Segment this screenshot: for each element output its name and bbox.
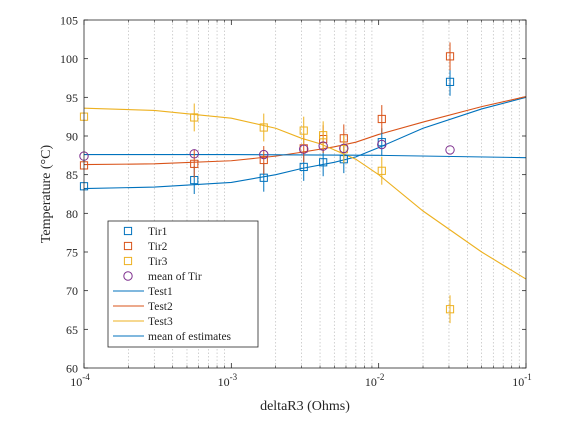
- x-axis-label: deltaR3 (Ohms): [260, 399, 350, 414]
- legend-swatch-tir2: [123, 241, 133, 251]
- series-line-test2: [83, 96, 527, 166]
- point-mean-of-tir: [259, 149, 269, 160]
- legend-label-test2: Test2: [148, 301, 173, 313]
- point-tir3: [319, 131, 328, 140]
- point-tir3: [377, 166, 386, 175]
- y-tick-label: 60: [66, 362, 78, 376]
- point-mean-of-tir: [299, 144, 309, 154]
- y-tick-label: 100: [60, 52, 78, 66]
- point-tir3: [445, 305, 455, 314]
- point-tir3: [259, 123, 268, 132]
- x-tick-label: 10-4: [70, 372, 90, 389]
- point-mean-of-tir: [445, 145, 455, 155]
- x-tick-label: 10-1: [512, 372, 532, 389]
- x-tick-base: 10: [70, 375, 82, 389]
- legend-label-test1: Test1: [148, 286, 173, 298]
- legend-label-tir1: Tir1: [148, 226, 168, 238]
- point-tir2: [190, 159, 199, 168]
- marker-series: [79, 42, 455, 324]
- legend-label-mean-of-tir: mean of Tir: [148, 271, 202, 283]
- x-tick-exponent: -1: [524, 372, 532, 382]
- y-tick-label: 95: [66, 91, 78, 105]
- point-tir2: [377, 114, 386, 124]
- legend: Tir1 Tir2 Tir3 mean of Tir Test1 Test2 Test3 me…: [107, 220, 259, 348]
- legend-swatch-tir1: [123, 226, 133, 236]
- x-tick-base: 10: [512, 375, 524, 389]
- legend-label-test3: Test3: [148, 316, 173, 328]
- plot-frame: [83, 19, 527, 369]
- y-tick-label: 105: [60, 14, 78, 28]
- legend-label-tir3: Tir3: [148, 256, 168, 268]
- y-tick-label: 70: [66, 284, 78, 298]
- point-tir1: [259, 173, 268, 182]
- x-tick-exponent: -4: [82, 372, 90, 382]
- y-tick-label: 85: [66, 168, 78, 182]
- x-tick-base: 10: [365, 375, 377, 389]
- point-tir1: [319, 158, 328, 167]
- y-axis-label: Temperature (°C): [39, 145, 54, 244]
- point-mean-of-tir: [339, 143, 349, 154]
- x-tick-exponent: -3: [230, 372, 238, 382]
- point-tir1: [445, 77, 455, 86]
- legend-label-tir2: Tir2: [148, 241, 168, 253]
- x-tick-label: 10-2: [365, 372, 385, 389]
- point-mean-of-tir: [377, 139, 387, 150]
- point-tir3: [299, 126, 308, 135]
- point-tir1: [299, 162, 308, 172]
- y-axis-ticks: 60 65 70 75 80 85 90 95 100 105: [60, 14, 526, 376]
- legend-swatch-mean-of-tir: [123, 271, 133, 281]
- y-tick-label: 65: [66, 323, 78, 337]
- point-tir3: [190, 113, 199, 122]
- y-tick-label: 90: [66, 130, 78, 144]
- point-mean-of-tir: [189, 149, 199, 159]
- point-tir2: [259, 155, 268, 165]
- y-tick-label: 80: [66, 207, 78, 221]
- series-line-test1: [83, 96, 527, 190]
- y-tick-label: 75: [66, 246, 78, 260]
- x-tick-exponent: -2: [377, 372, 385, 382]
- legend-label-mean-of-estimates: mean of estimates: [148, 331, 232, 343]
- legend-swatch-tir3: [123, 256, 133, 266]
- x-axis-ticks: 10-4 10-3 10-2 10-1: [70, 20, 532, 389]
- x-tick-label: 10-3: [218, 372, 238, 389]
- legend-box: [107, 220, 259, 348]
- point-tir2: [445, 52, 455, 61]
- x-tick-base: 10: [218, 375, 230, 389]
- point-mean-of-tir: [318, 141, 328, 151]
- series-line-mean-of-estimates: [84, 154, 527, 159]
